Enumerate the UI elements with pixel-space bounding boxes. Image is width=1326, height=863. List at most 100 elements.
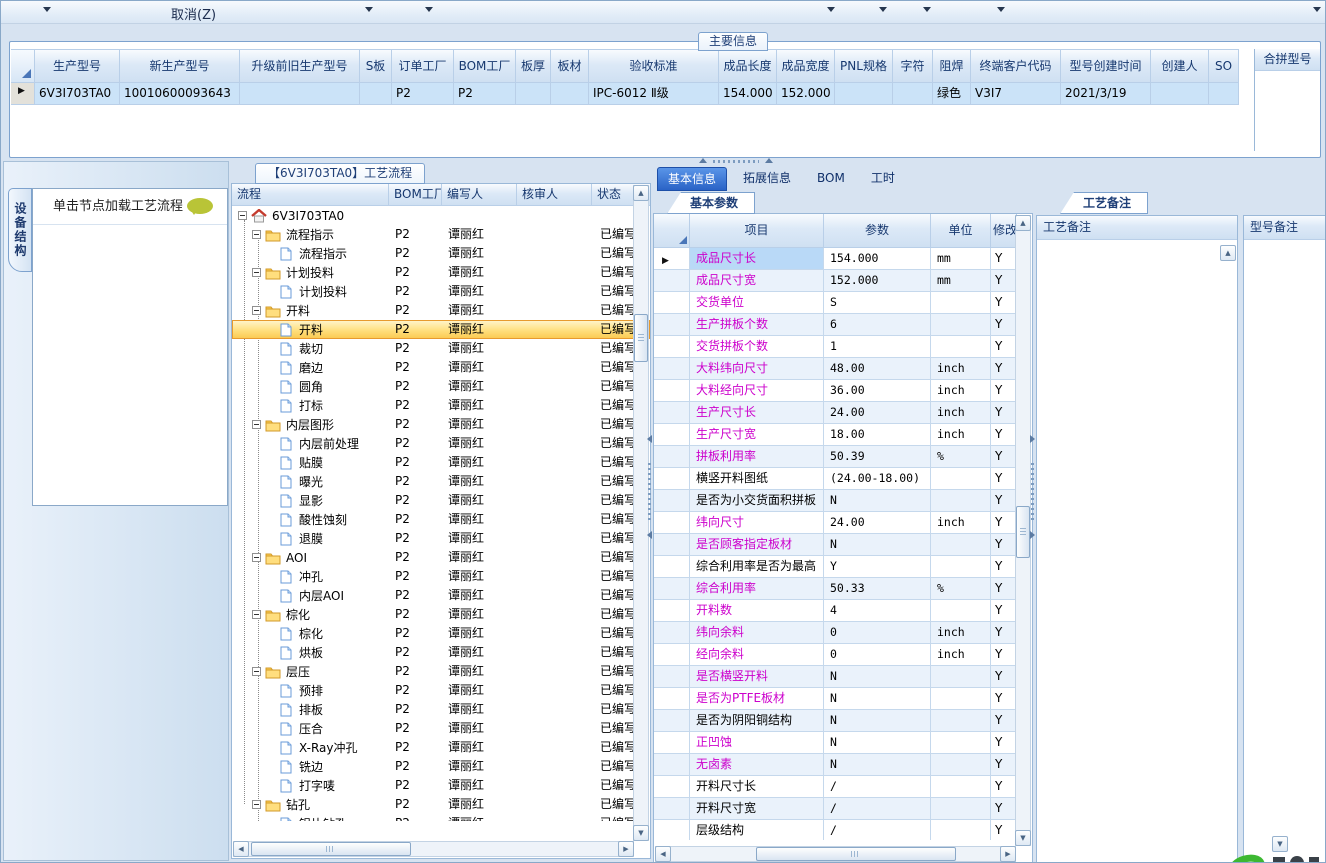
cancel-menu-item[interactable]: 取消(Z) [171,8,217,23]
tree-row[interactable]: 计划投料 P2 谭丽红 已编写 [232,282,650,301]
detail-tab[interactable]: BOM [817,171,845,185]
cell[interactable] [516,83,551,105]
param-name-cell[interactable]: 交货拼板个数 [690,336,824,358]
param-value-cell[interactable]: 24.00 [824,402,931,424]
column-header[interactable]: 参数 [824,214,931,248]
tree-row[interactable]: 棕化 P2 谭丽红 已编写 [232,605,650,624]
tree-row[interactable]: AOI P2 谭丽红 已编写 [232,548,650,567]
detail-tab[interactable]: 拓展信息 [743,171,792,185]
select-all-cell[interactable] [11,49,35,83]
cell[interactable] [893,83,933,105]
param-vscrollbar[interactable]: ▲ ▼ [1015,215,1031,846]
param-hscrollbar[interactable]: ◀ ▶ [655,846,1016,862]
column-header[interactable]: 订单工厂 [392,49,454,83]
cell[interactable]: V3I7 [971,83,1061,105]
column-header[interactable]: 单位 [931,214,991,248]
column-header[interactable]: 核审人 [517,184,592,206]
column-header[interactable]: 板厚 [516,49,551,83]
param-row[interactable]: 开料数 4 Y [654,600,1032,622]
select-all-cell[interactable] [654,214,690,248]
horizontal-splitter[interactable] [691,158,781,165]
column-header[interactable]: PNL规格 [835,49,893,83]
dropdown-arrow-icon[interactable] [923,7,931,12]
column-header[interactable]: S板 [360,49,392,83]
cell[interactable] [240,83,360,105]
collapse-icon[interactable] [252,306,261,315]
param-row[interactable]: 成品尺寸宽 152.000 mm Y [654,270,1032,292]
column-header[interactable]: 升级前旧生产型号 [240,49,360,83]
param-name-cell[interactable]: 纬向尺寸 [690,512,824,534]
param-value-cell[interactable]: (24.00-18.00) [824,468,931,490]
cell[interactable] [1209,83,1239,105]
param-value-cell[interactable]: / [824,798,931,820]
param-value-cell[interactable]: 24.00 [824,512,931,534]
param-row[interactable]: 无卤素 N Y [654,754,1032,776]
param-row[interactable]: 综合利用率 50.33 % Y [654,578,1032,600]
param-value-cell[interactable]: N [824,666,931,688]
param-name-cell[interactable]: 是否为PTFE板材 [690,688,824,710]
tree-row[interactable]: 磨边 P2 谭丽红 已编写 [232,358,650,377]
param-value-cell[interactable]: 1 [824,336,931,358]
param-name-cell[interactable]: 综合利用率是否为最高 [690,556,824,578]
column-header[interactable]: BOM工厂 [389,184,442,206]
param-value-cell[interactable]: 152.000 [824,270,931,292]
param-value-cell[interactable]: 0 [824,644,931,666]
scroll-down-icon[interactable]: ▼ [1272,836,1288,852]
tree-row[interactable]: 内层AOI P2 谭丽红 已编写 [232,586,650,605]
column-header[interactable]: 生产型号 [35,49,120,83]
param-name-cell[interactable]: 是否为小交货面积拼板 [690,490,824,512]
param-name-cell[interactable]: 层级结构 [690,820,824,840]
param-row[interactable]: 生产拼板个数 6 Y [654,314,1032,336]
param-name-cell[interactable]: 生产尺寸长 [690,402,824,424]
param-value-cell[interactable]: N [824,490,931,512]
param-name-cell[interactable]: 交货单位 [690,292,824,314]
collapse-icon[interactable] [252,420,261,429]
tree-row[interactable]: 烘板 P2 谭丽红 已编写 [232,643,650,662]
param-name-cell[interactable]: 开料尺寸长 [690,776,824,798]
param-value-cell[interactable]: 50.33 [824,578,931,600]
tree-row[interactable]: 内层图形 P2 谭丽红 已编写 [232,415,650,434]
param-row[interactable]: 生产尺寸长 24.00 inch Y [654,402,1032,424]
column-header[interactable]: 项目 [690,214,824,248]
scrollbar-thumb[interactable] [1016,506,1030,558]
tree-row[interactable]: 开料 P2 谭丽红 已编写 [232,301,650,320]
collapse-icon[interactable] [238,211,247,220]
scroll-right-icon[interactable]: ▶ [618,841,634,857]
tree-hscrollbar[interactable]: ◀ ▶ [233,841,634,857]
param-name-cell[interactable]: 开料尺寸宽 [690,798,824,820]
param-value-cell[interactable]: 0 [824,622,931,644]
tree-row[interactable]: 铣边 P2 谭丽红 已编写 [232,757,650,776]
cell[interactable] [835,83,893,105]
param-value-cell[interactable]: 4 [824,600,931,622]
param-name-cell[interactable]: 正凹蚀 [690,732,824,754]
param-value-cell[interactable]: Y [824,556,931,578]
tree-row[interactable]: 圆角 P2 谭丽红 已编写 [232,377,650,396]
tree-row[interactable]: 计划投料 P2 谭丽红 已编写 [232,263,650,282]
param-row[interactable]: 经向余料 0 inch Y [654,644,1032,666]
collapse-icon[interactable] [252,800,261,809]
param-row[interactable]: 开料尺寸宽 / Y [654,798,1032,820]
dropdown-arrow-icon[interactable] [997,7,1005,12]
tree-row[interactable]: 打标 P2 谭丽红 已编写 [232,396,650,415]
param-row[interactable]: 纬向余料 0 inch Y [654,622,1032,644]
param-name-cell[interactable]: 成品尺寸宽 [690,270,824,292]
tree-row[interactable]: 冲孔 P2 谭丽红 已编写 [232,567,650,586]
param-value-cell[interactable]: N [824,534,931,556]
scroll-up-icon[interactable]: ▲ [633,185,649,201]
param-name-cell[interactable]: 拼板利用率 [690,446,824,468]
cell[interactable] [551,83,589,105]
column-header[interactable]: SO [1209,49,1239,83]
param-name-cell[interactable]: 成品尺寸长 [690,248,824,270]
param-row[interactable]: 是否为PTFE板材 N Y [654,688,1032,710]
param-row[interactable]: 层级结构 / Y [654,820,1032,840]
param-value-cell[interactable]: / [824,776,931,798]
dropdown-arrow-icon[interactable] [425,7,433,12]
param-name-cell[interactable]: 是否横竖开料 [690,666,824,688]
tree-row[interactable]: 打字唛 P2 谭丽红 已编写 [232,776,650,795]
column-header[interactable]: 修改 [991,214,1017,248]
param-row[interactable]: 交货拼板个数 1 Y [654,336,1032,358]
param-row[interactable]: 是否顾客指定板材 N Y [654,534,1032,556]
cell[interactable]: 绿色 [933,83,971,105]
collapse-icon[interactable] [252,610,261,619]
scroll-left-icon[interactable]: ◀ [233,841,249,857]
